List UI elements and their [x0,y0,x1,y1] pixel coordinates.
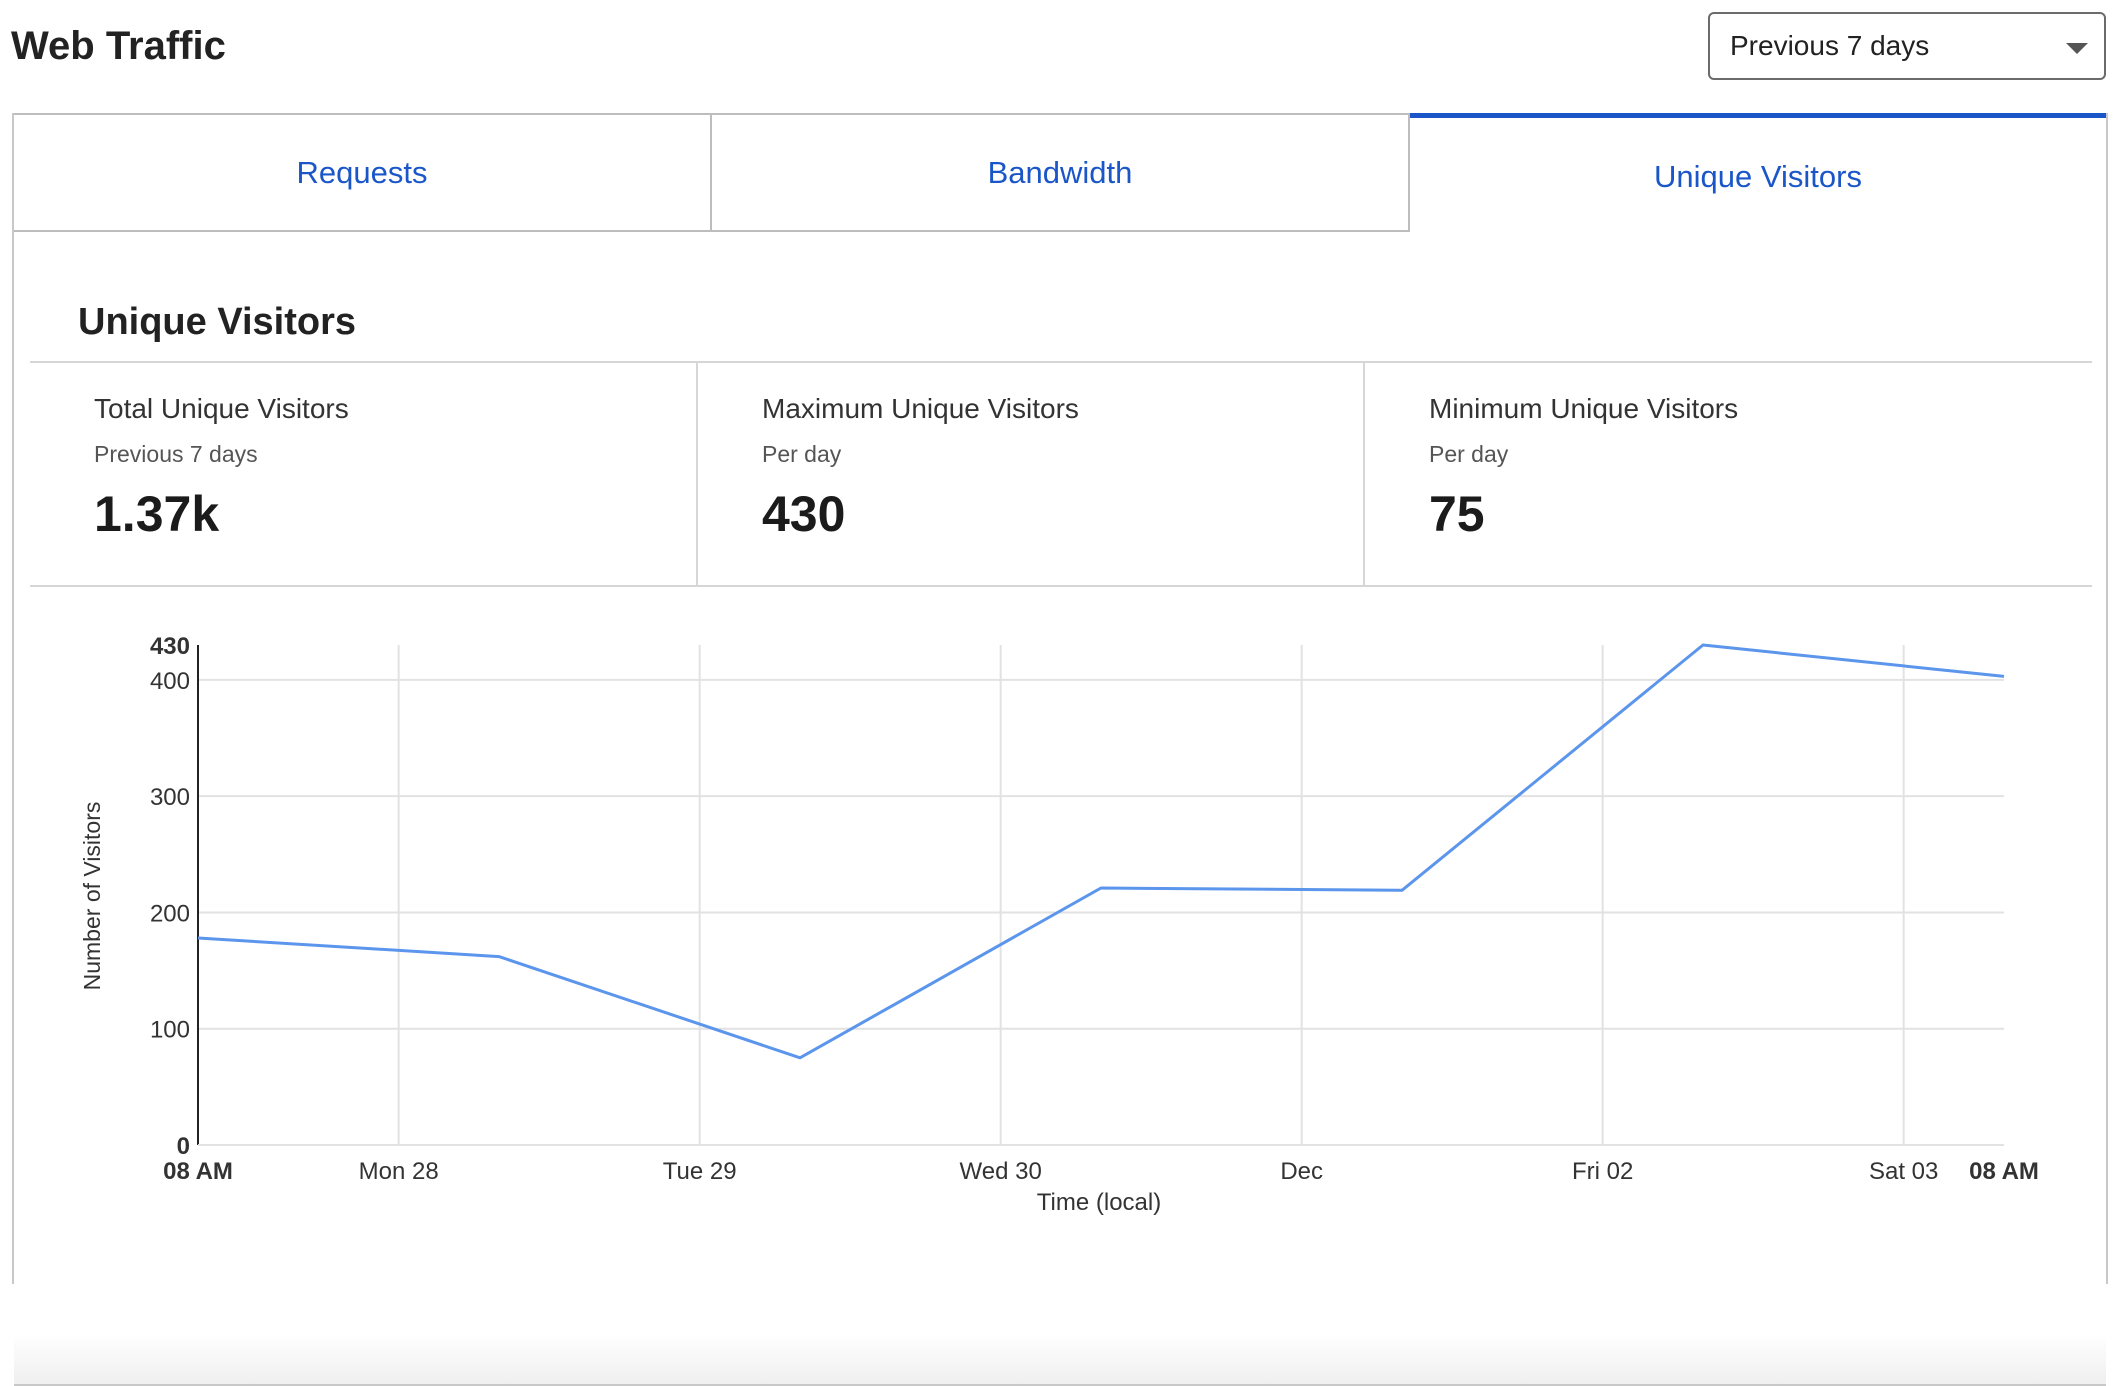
x-tick-label: Tue 29 [663,1158,737,1185]
chart-axes [198,645,2004,1145]
y-tick-label: 100 [150,1017,190,1044]
panel-footer [14,1335,2106,1386]
x-tick-label: Wed 30 [960,1158,1042,1185]
page-title: Web Traffic [11,24,226,69]
x-axis-label: Time (local) [1037,1189,1161,1216]
x-tick-label: Mon 28 [359,1158,439,1185]
x-tick-label: 08 AM [163,1158,233,1185]
y-tick-label: 0 [177,1133,190,1160]
y-tick-label: 430 [150,633,190,660]
chart-series [198,645,2004,1058]
y-tick-label: 200 [150,900,190,927]
y-tick-label: 300 [150,784,190,811]
y-tick-label: 400 [150,668,190,695]
date-range-select[interactable]: Previous 7 days [1708,12,2106,80]
x-tick-labels: 08 AM Mon 28 Tue 29 Wed 30 Dec Fri 02 Sat 03 08… [163,1158,2039,1185]
date-range-value: Previous 7 days [1730,30,1929,62]
traffic-panel: Requests Bandwidth Unique Visitors Uniqu… [12,113,2108,1284]
x-tick-label: Fri 02 [1572,1158,1633,1185]
series-line [198,645,2004,1058]
x-tick-label: Dec [1280,1158,1323,1185]
chevron-down-icon[interactable] [2066,43,2088,54]
x-tick-label: 08 AM [1969,1158,2039,1185]
visitors-line-chart: 0 100 200 300 400 430 08 AM Mon 28 Tue 29 Wed 30… [14,113,2106,1233]
chart-grid [198,645,2004,1145]
y-axis-label: Number of Visitors [79,802,105,991]
y-tick-labels: 0 100 200 300 400 430 [150,633,190,1160]
x-tick-label: Sat 03 [1869,1158,1938,1185]
